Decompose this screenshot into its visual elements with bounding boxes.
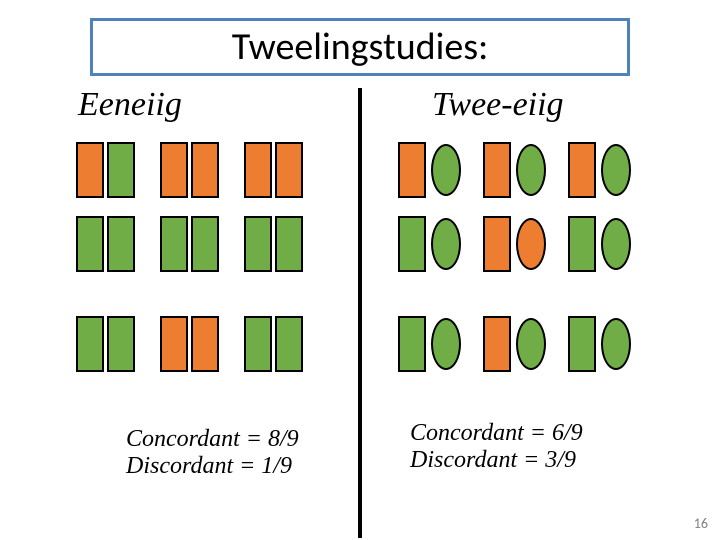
twin-row	[76, 316, 328, 372]
right-heading: Twee-eiig	[432, 86, 564, 124]
twin-shape-rect	[275, 216, 303, 272]
twin-shape-rect	[398, 316, 426, 372]
twin-shape-rect	[483, 142, 511, 198]
twin-shape-rect	[483, 316, 511, 372]
left-twin-grid	[76, 142, 328, 390]
twin-shape-oval	[601, 144, 631, 196]
twin-pair	[76, 316, 138, 372]
twin-shape-rect	[483, 216, 511, 272]
left-discordant: Discordant = 1/9	[126, 453, 299, 480]
twin-shape-rect	[398, 216, 426, 272]
twin-pair	[398, 316, 461, 372]
twin-shape-oval	[516, 318, 546, 370]
twin-shape-rect	[244, 316, 272, 372]
twin-shape-rect	[107, 216, 135, 272]
twin-pair	[160, 142, 222, 198]
twin-shape-rect	[191, 142, 219, 198]
title-box: Tweelingstudies:	[90, 18, 630, 76]
twin-shape-rect	[568, 316, 596, 372]
twin-pair	[398, 142, 461, 198]
twin-shape-rect	[76, 216, 104, 272]
twin-pair	[398, 216, 461, 272]
twin-pair	[483, 316, 546, 372]
twin-row	[398, 316, 653, 372]
twin-shape-oval	[516, 218, 546, 270]
right-discordant: Discordant = 3/9	[410, 447, 583, 474]
twin-row	[76, 142, 328, 198]
twin-shape-oval	[516, 144, 546, 196]
right-stats: Concordant = 6/9 Discordant = 3/9	[410, 420, 583, 474]
twin-shape-rect	[107, 142, 135, 198]
twin-shape-rect	[568, 216, 596, 272]
left-concordant: Concordant = 8/9	[126, 426, 299, 453]
right-twin-grid	[398, 142, 653, 390]
twin-shape-rect	[160, 216, 188, 272]
twin-shape-rect	[275, 142, 303, 198]
twin-pair	[244, 216, 306, 272]
twin-pair	[76, 142, 138, 198]
twin-pair	[160, 316, 222, 372]
left-heading: Eeneiig	[78, 86, 182, 124]
twin-pair	[483, 216, 546, 272]
title-text: Tweelingstudies:	[232, 24, 489, 70]
twin-pair	[568, 216, 631, 272]
center-divider	[358, 88, 362, 538]
twin-shape-rect	[191, 316, 219, 372]
twin-shape-rect	[244, 142, 272, 198]
right-concordant: Concordant = 6/9	[410, 420, 583, 447]
twin-pair	[160, 216, 222, 272]
twin-shape-rect	[568, 142, 596, 198]
twin-shape-rect	[76, 142, 104, 198]
twin-shape-rect	[76, 316, 104, 372]
twin-pair	[76, 216, 138, 272]
twin-shape-rect	[191, 216, 219, 272]
twin-shape-rect	[160, 316, 188, 372]
twin-shape-oval	[601, 218, 631, 270]
twin-row	[76, 216, 328, 272]
twin-shape-oval	[601, 318, 631, 370]
twin-shape-rect	[244, 216, 272, 272]
twin-pair	[244, 316, 306, 372]
twin-row	[398, 142, 653, 198]
twin-pair	[483, 142, 546, 198]
twin-shape-oval	[431, 144, 461, 196]
left-stats: Concordant = 8/9 Discordant = 1/9	[126, 426, 299, 480]
page-number: 16	[694, 515, 708, 532]
twin-pair	[244, 142, 306, 198]
twin-pair	[568, 142, 631, 198]
twin-shape-rect	[398, 142, 426, 198]
twin-row	[398, 216, 653, 272]
twin-shape-rect	[160, 142, 188, 198]
twin-shape-rect	[107, 316, 135, 372]
twin-pair	[568, 316, 631, 372]
twin-shape-oval	[431, 318, 461, 370]
twin-shape-rect	[275, 316, 303, 372]
twin-shape-oval	[431, 218, 461, 270]
